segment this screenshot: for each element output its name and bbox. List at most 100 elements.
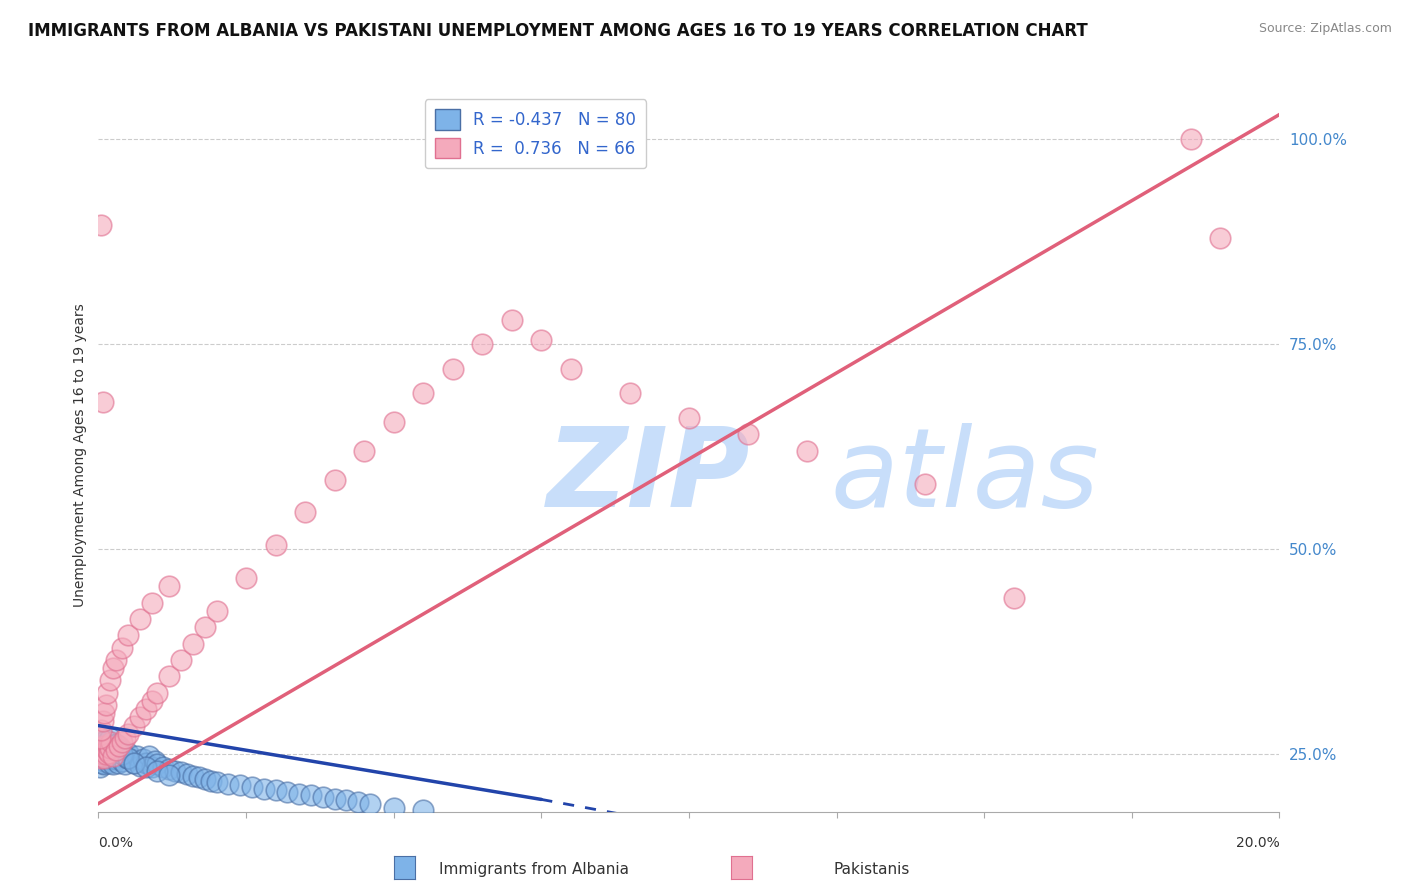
Point bbox=[94, 732, 117, 747]
Point bbox=[89, 751, 111, 765]
Point bbox=[89, 731, 111, 745]
Point bbox=[97, 746, 120, 760]
Point bbox=[170, 765, 193, 780]
Point bbox=[93, 757, 115, 772]
Point bbox=[98, 740, 121, 755]
Point bbox=[105, 653, 128, 667]
Point bbox=[90, 735, 112, 749]
Point bbox=[117, 727, 139, 741]
Point bbox=[112, 747, 135, 762]
Point bbox=[108, 748, 131, 763]
Point bbox=[146, 764, 169, 778]
Point bbox=[194, 772, 217, 786]
Point bbox=[93, 706, 115, 721]
Point bbox=[353, 443, 375, 458]
Point bbox=[141, 596, 163, 610]
Point bbox=[117, 751, 139, 765]
Point bbox=[105, 746, 128, 760]
Point bbox=[107, 756, 129, 770]
Point bbox=[217, 777, 239, 791]
Point bbox=[94, 698, 117, 712]
Point bbox=[98, 746, 121, 760]
Point bbox=[187, 770, 209, 784]
Point bbox=[205, 604, 228, 618]
Point bbox=[91, 756, 114, 770]
Point bbox=[114, 757, 136, 772]
Point bbox=[100, 747, 122, 762]
Point bbox=[335, 793, 357, 807]
Point bbox=[323, 473, 346, 487]
Point bbox=[264, 783, 287, 797]
Point bbox=[103, 744, 125, 758]
Point bbox=[253, 781, 276, 796]
Point bbox=[114, 731, 136, 745]
Point bbox=[117, 628, 139, 642]
Point bbox=[101, 757, 124, 772]
Point bbox=[91, 714, 114, 729]
Point bbox=[111, 747, 134, 762]
Point bbox=[229, 779, 252, 793]
Point bbox=[117, 746, 139, 760]
Point bbox=[323, 791, 346, 805]
Point bbox=[235, 571, 257, 585]
Point bbox=[98, 751, 121, 765]
Point bbox=[97, 743, 120, 757]
Point bbox=[312, 789, 335, 804]
Point bbox=[94, 752, 117, 766]
Point bbox=[97, 739, 120, 753]
Point bbox=[138, 748, 160, 763]
Point bbox=[110, 742, 132, 756]
Y-axis label: Unemployment Among Ages 16 to 19 years: Unemployment Among Ages 16 to 19 years bbox=[73, 303, 87, 607]
Point bbox=[96, 743, 118, 757]
Point bbox=[89, 746, 111, 760]
Point bbox=[111, 640, 134, 655]
Point bbox=[122, 756, 145, 770]
Point bbox=[796, 443, 818, 458]
Point bbox=[359, 797, 381, 811]
Point bbox=[94, 747, 117, 762]
Point bbox=[152, 759, 174, 773]
Point bbox=[678, 411, 700, 425]
Point bbox=[141, 694, 163, 708]
Point bbox=[125, 748, 148, 763]
Point bbox=[135, 702, 157, 716]
Point bbox=[89, 739, 111, 753]
Point bbox=[194, 620, 217, 634]
Point bbox=[1002, 591, 1025, 606]
Point bbox=[157, 669, 180, 683]
Point bbox=[200, 773, 222, 788]
Point bbox=[412, 386, 434, 401]
Point bbox=[91, 740, 114, 755]
Point bbox=[157, 762, 180, 776]
Point bbox=[128, 612, 150, 626]
Point bbox=[914, 476, 936, 491]
Point bbox=[135, 759, 157, 773]
Point bbox=[103, 748, 125, 763]
Text: Pakistanis: Pakistanis bbox=[834, 863, 910, 877]
Point bbox=[111, 735, 134, 749]
Point bbox=[288, 787, 311, 801]
Point bbox=[91, 748, 114, 763]
Point bbox=[122, 756, 145, 770]
Point bbox=[240, 780, 263, 794]
Point bbox=[157, 579, 180, 593]
Point bbox=[94, 747, 117, 762]
Point bbox=[1209, 230, 1232, 244]
Point bbox=[96, 686, 118, 700]
Point bbox=[181, 636, 204, 650]
Point bbox=[89, 759, 111, 773]
Point bbox=[105, 743, 128, 757]
Text: Source: ZipAtlas.com: Source: ZipAtlas.com bbox=[1258, 22, 1392, 36]
Point bbox=[100, 735, 122, 749]
Point bbox=[93, 754, 115, 768]
Point bbox=[1180, 132, 1202, 146]
Point bbox=[120, 752, 142, 766]
Point bbox=[90, 743, 112, 757]
Point bbox=[299, 789, 322, 803]
Point bbox=[560, 361, 582, 376]
Point bbox=[105, 752, 128, 766]
Text: ZIP: ZIP bbox=[547, 423, 751, 530]
Text: 20.0%: 20.0% bbox=[1236, 836, 1279, 850]
Point bbox=[93, 738, 115, 752]
Point bbox=[90, 748, 112, 763]
